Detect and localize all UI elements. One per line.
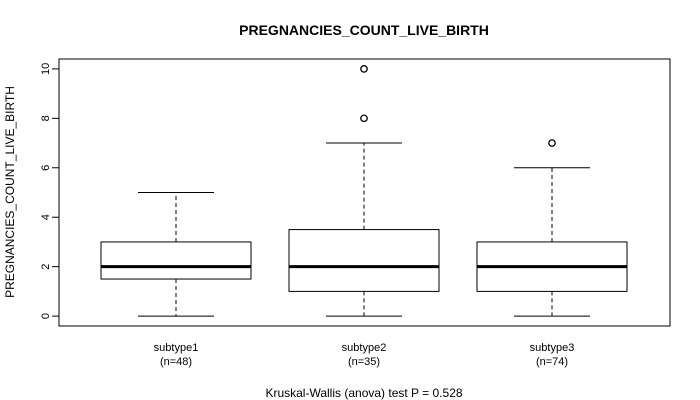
x-axis-categories: subtype1 (n=48) subtype2 (n=35) subtype3 (n=7… <box>154 342 575 368</box>
iqr-box <box>288 229 440 292</box>
y-tick-label: 0 <box>40 313 52 319</box>
x-category-label: subtype1 <box>154 342 199 354</box>
x-category-count: (n=74) <box>536 356 568 368</box>
box-subtype2 <box>288 65 440 317</box>
footnote-pvalue: Kruskal-Wallis (anova) test P = 0.528 <box>265 386 462 400</box>
y-axis-label: PREGNANCIES_COUNT_LIVE_BIRTH <box>3 86 17 298</box>
iqr-box <box>100 241 252 280</box>
outlier-point <box>548 139 556 147</box>
plot-frame <box>58 58 671 327</box>
x-category-label: subtype3 <box>530 342 575 354</box>
y-axis: 0 2 4 6 8 10 <box>40 63 59 319</box>
box-subtype1 <box>100 192 252 317</box>
x-category-label: subtype2 <box>342 342 387 354</box>
y-tick-label: 6 <box>40 165 52 171</box>
outlier-point <box>360 65 368 73</box>
y-tick-label: 8 <box>40 115 52 121</box>
y-tick-label: 2 <box>40 264 52 270</box>
x-category-count: (n=35) <box>348 356 380 368</box>
box-series <box>100 65 628 317</box>
box-subtype3 <box>476 139 628 317</box>
chart-title: PREGNANCIES_COUNT_LIVE_BIRTH <box>239 22 489 38</box>
y-tick-label: 4 <box>40 214 52 220</box>
outlier-point <box>360 114 368 123</box>
x-category-count: (n=48) <box>160 356 192 368</box>
y-tick-label: 10 <box>40 63 52 75</box>
